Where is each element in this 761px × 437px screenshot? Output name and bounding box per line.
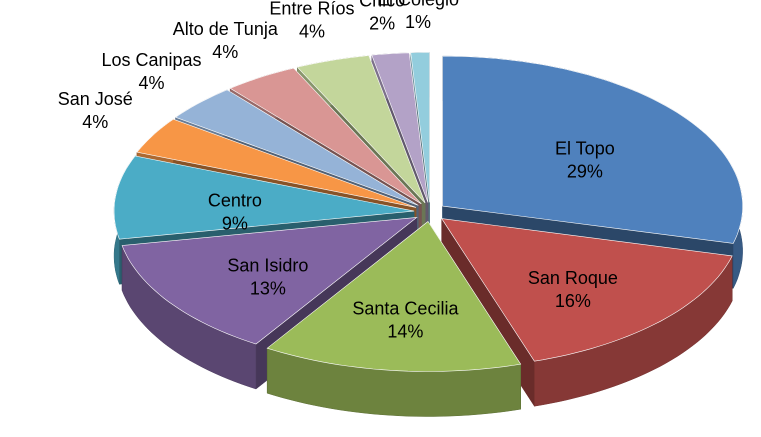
slice-label: Entre Ríos bbox=[269, 0, 354, 19]
slice bbox=[229, 67, 422, 205]
slice-label: El Colegio bbox=[377, 0, 459, 9]
slice-value-label: 29% bbox=[567, 162, 603, 182]
slice-value-label: 4% bbox=[299, 22, 325, 42]
slice-value-label: 9% bbox=[222, 213, 248, 233]
slice bbox=[442, 55, 743, 244]
slice-label: San José bbox=[58, 89, 133, 109]
slice-label: San Isidro bbox=[227, 256, 308, 276]
slice-value-label: 4% bbox=[139, 73, 165, 93]
slice-label: Santa Cecilia bbox=[352, 299, 459, 319]
slice-value-label: 2% bbox=[369, 14, 395, 34]
slice bbox=[121, 217, 418, 345]
slice bbox=[136, 118, 417, 208]
slice bbox=[266, 221, 522, 372]
slice bbox=[410, 52, 430, 203]
slice bbox=[296, 55, 426, 204]
slice-value-label: 14% bbox=[387, 322, 423, 342]
slice-label: Centro bbox=[208, 190, 262, 210]
slice bbox=[371, 52, 429, 203]
slice-label: Los Canipas bbox=[101, 50, 201, 70]
slice-value-label: 4% bbox=[212, 42, 238, 62]
slice bbox=[174, 89, 419, 206]
slice-label: El Topo bbox=[555, 139, 615, 159]
slice-label: San Roque bbox=[528, 268, 618, 288]
slice bbox=[441, 218, 733, 362]
slice-label: Alto de Tunja bbox=[173, 19, 279, 39]
slice-value-label: 4% bbox=[82, 112, 108, 132]
slice bbox=[113, 155, 415, 240]
slice-value-label: 16% bbox=[555, 291, 591, 311]
slice-value-label: 1% bbox=[405, 12, 431, 32]
slice-label: Chico bbox=[359, 0, 405, 11]
slice-value-label: 13% bbox=[250, 279, 286, 299]
